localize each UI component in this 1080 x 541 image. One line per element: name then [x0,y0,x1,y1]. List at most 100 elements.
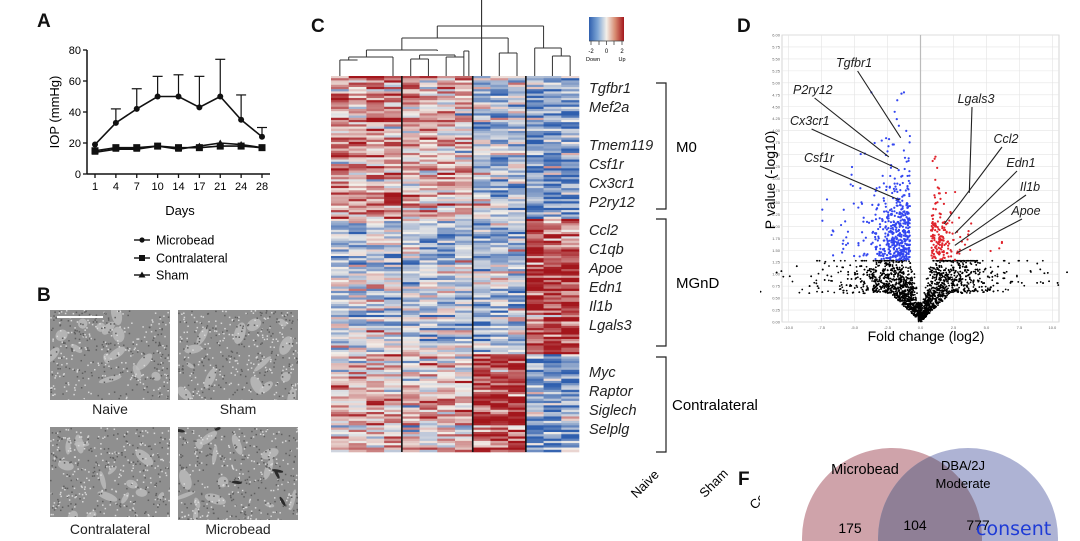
heatmap-cell [331,447,350,451]
heatmap-cell [525,108,544,112]
heatmap-cell [401,108,420,112]
heatmap-cell [543,227,562,231]
heatmap-cell [472,317,491,320]
heatmap-cell [384,97,403,101]
tissue-texture [238,428,241,431]
colorbar-high-label: Up [618,57,625,63]
heatmap-cell [366,310,385,314]
heatmap-cell [331,97,350,101]
heatmap-cell [419,192,438,196]
heatmap-cell [366,159,385,163]
tissue-texture [284,473,287,476]
tissue-texture [199,451,201,454]
tissue-texture [50,354,52,357]
y-tick-label: 2.00 [772,224,781,229]
heatmap-cell [472,148,491,152]
tissue-texture [279,331,281,334]
heatmap-cell [525,190,544,193]
tissue-texture [241,493,243,495]
tissue-texture [150,448,153,450]
heatmap-cell [508,249,527,252]
tissue-texture [163,346,166,349]
heatmap-cell [419,95,438,99]
heatmap-cell [561,141,580,145]
heatmap-cell [384,394,403,397]
tissue-texture [262,477,265,480]
heatmap-cell [384,159,403,163]
tissue-texture [222,378,224,380]
heatmap-cell [437,128,456,132]
tissue-texture [192,490,194,493]
tissue-texture [296,496,298,499]
tissue-texture [194,501,196,503]
x-tick-label: 5.0 [984,325,990,330]
heatmap-cell [348,383,367,386]
tissue-texture [77,468,79,470]
heatmap-cell [331,262,350,266]
heatmap-cell [366,369,385,373]
heatmap-cell [384,275,403,279]
heatmap-cell [472,152,491,156]
heatmap-cell [525,266,544,270]
heatmap-cell [543,146,562,149]
heatmap-cell [472,194,491,198]
heatmap-cell [455,128,474,132]
tissue-texture [97,464,99,467]
heatmap-cell [543,192,562,196]
heatmap-cell [419,286,438,290]
tissue-texture [285,504,287,506]
tissue-texture [139,379,141,381]
heatmap-cell [437,323,456,327]
heatmap-cell [525,97,544,101]
heatmap-cell [508,273,527,276]
heatmap-cell [366,290,385,294]
tissue-texture [221,455,224,457]
heatmap-cell [331,161,350,165]
heatmap-cell [366,247,385,250]
heatmap-cell [561,192,580,196]
heatmap-cell [331,108,350,112]
heatmap-cell [419,174,438,178]
tissue-texture [178,386,192,400]
heatmap-cell [348,183,367,187]
heatmap-cell [419,321,438,324]
heatmap-cell [401,188,420,191]
heatmap-cell [437,82,456,86]
tissue-texture [245,506,247,509]
heatmap-cell [525,445,544,448]
micrograph-microbead [178,427,298,520]
tissue-texture [247,333,250,336]
heatmap-cell [525,345,544,348]
tissue-texture [117,366,120,368]
heatmap-cell [437,78,456,81]
tissue-texture [119,326,121,328]
tissue-texture [264,366,267,369]
heatmap-cell [490,266,509,270]
tissue-texture [51,452,53,455]
heatmap-cell [508,367,527,371]
heatmap-cell [348,84,367,88]
tissue-texture [205,455,208,457]
heatmap-cell [419,245,438,248]
heatmap-cell [508,93,527,97]
heatmap-cell [508,374,527,377]
heatmap-cell [455,277,474,281]
heatmap-cell [561,124,580,127]
tissue-texture [241,489,244,492]
heatmap-cell [472,334,491,338]
heatmap-cell [490,392,509,395]
tissue-texture [182,467,185,469]
tissue-texture [168,360,170,362]
tissue-texture [50,329,53,331]
heatmap-cell [490,365,509,368]
tissue-texture [156,368,158,370]
tissue-texture [120,474,122,477]
heatmap-cell [437,317,456,320]
tissue-texture [219,340,221,342]
heatmap-cell [384,155,403,158]
tissue-texture [294,383,297,385]
heatmap-cell [384,412,403,415]
tissue-texture [67,505,70,507]
heatmap-cell [401,122,420,125]
tissue-texture [273,366,275,368]
